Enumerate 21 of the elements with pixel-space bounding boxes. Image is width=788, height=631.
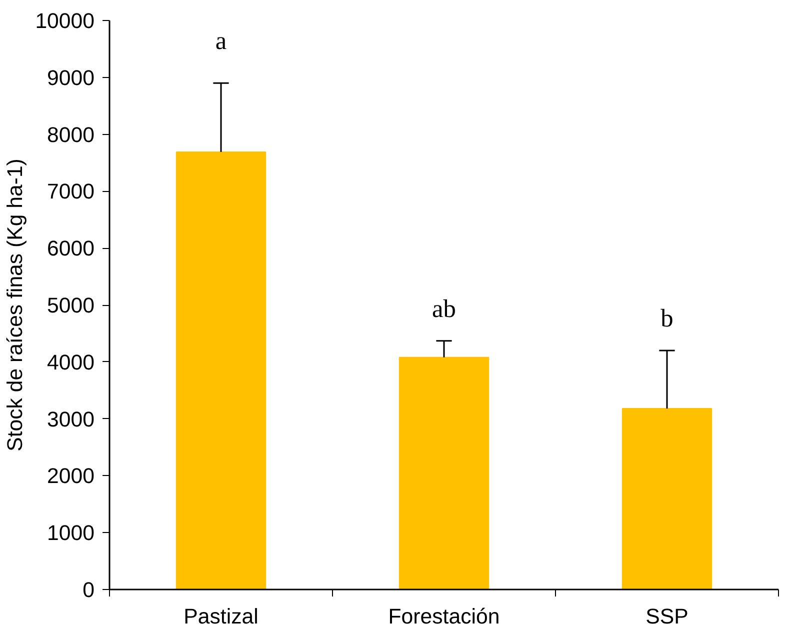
bar [176, 151, 266, 590]
y-tick-label: 3000 [47, 407, 95, 432]
bar [398, 356, 490, 590]
y-tick-label: 0 [82, 578, 95, 602]
y-tick-label: 8000 [47, 122, 95, 147]
y-tick-label: 1000 [47, 521, 95, 546]
annotation: b [660, 304, 674, 333]
annotation: ab [432, 294, 456, 323]
y-tick-label: 6000 [47, 236, 95, 261]
y-tick-label: 7000 [47, 180, 95, 204]
y-tick-label: 5000 [47, 294, 95, 318]
x-tick-label: Forestación [388, 604, 500, 628]
y-tick-label: 9000 [47, 66, 95, 90]
y-tick-label: 4000 [47, 350, 95, 374]
bar [622, 408, 712, 590]
x-tick-label: Pastizal [184, 604, 258, 628]
x-tick-label: SSP [646, 604, 688, 628]
y-axis-title: Stock de raíces finas (Kg ha-1) [3, 158, 28, 452]
y-tick-label: 2000 [47, 464, 95, 488]
y-tick-label: 10000 [35, 9, 95, 33]
annotation: a [215, 27, 227, 56]
